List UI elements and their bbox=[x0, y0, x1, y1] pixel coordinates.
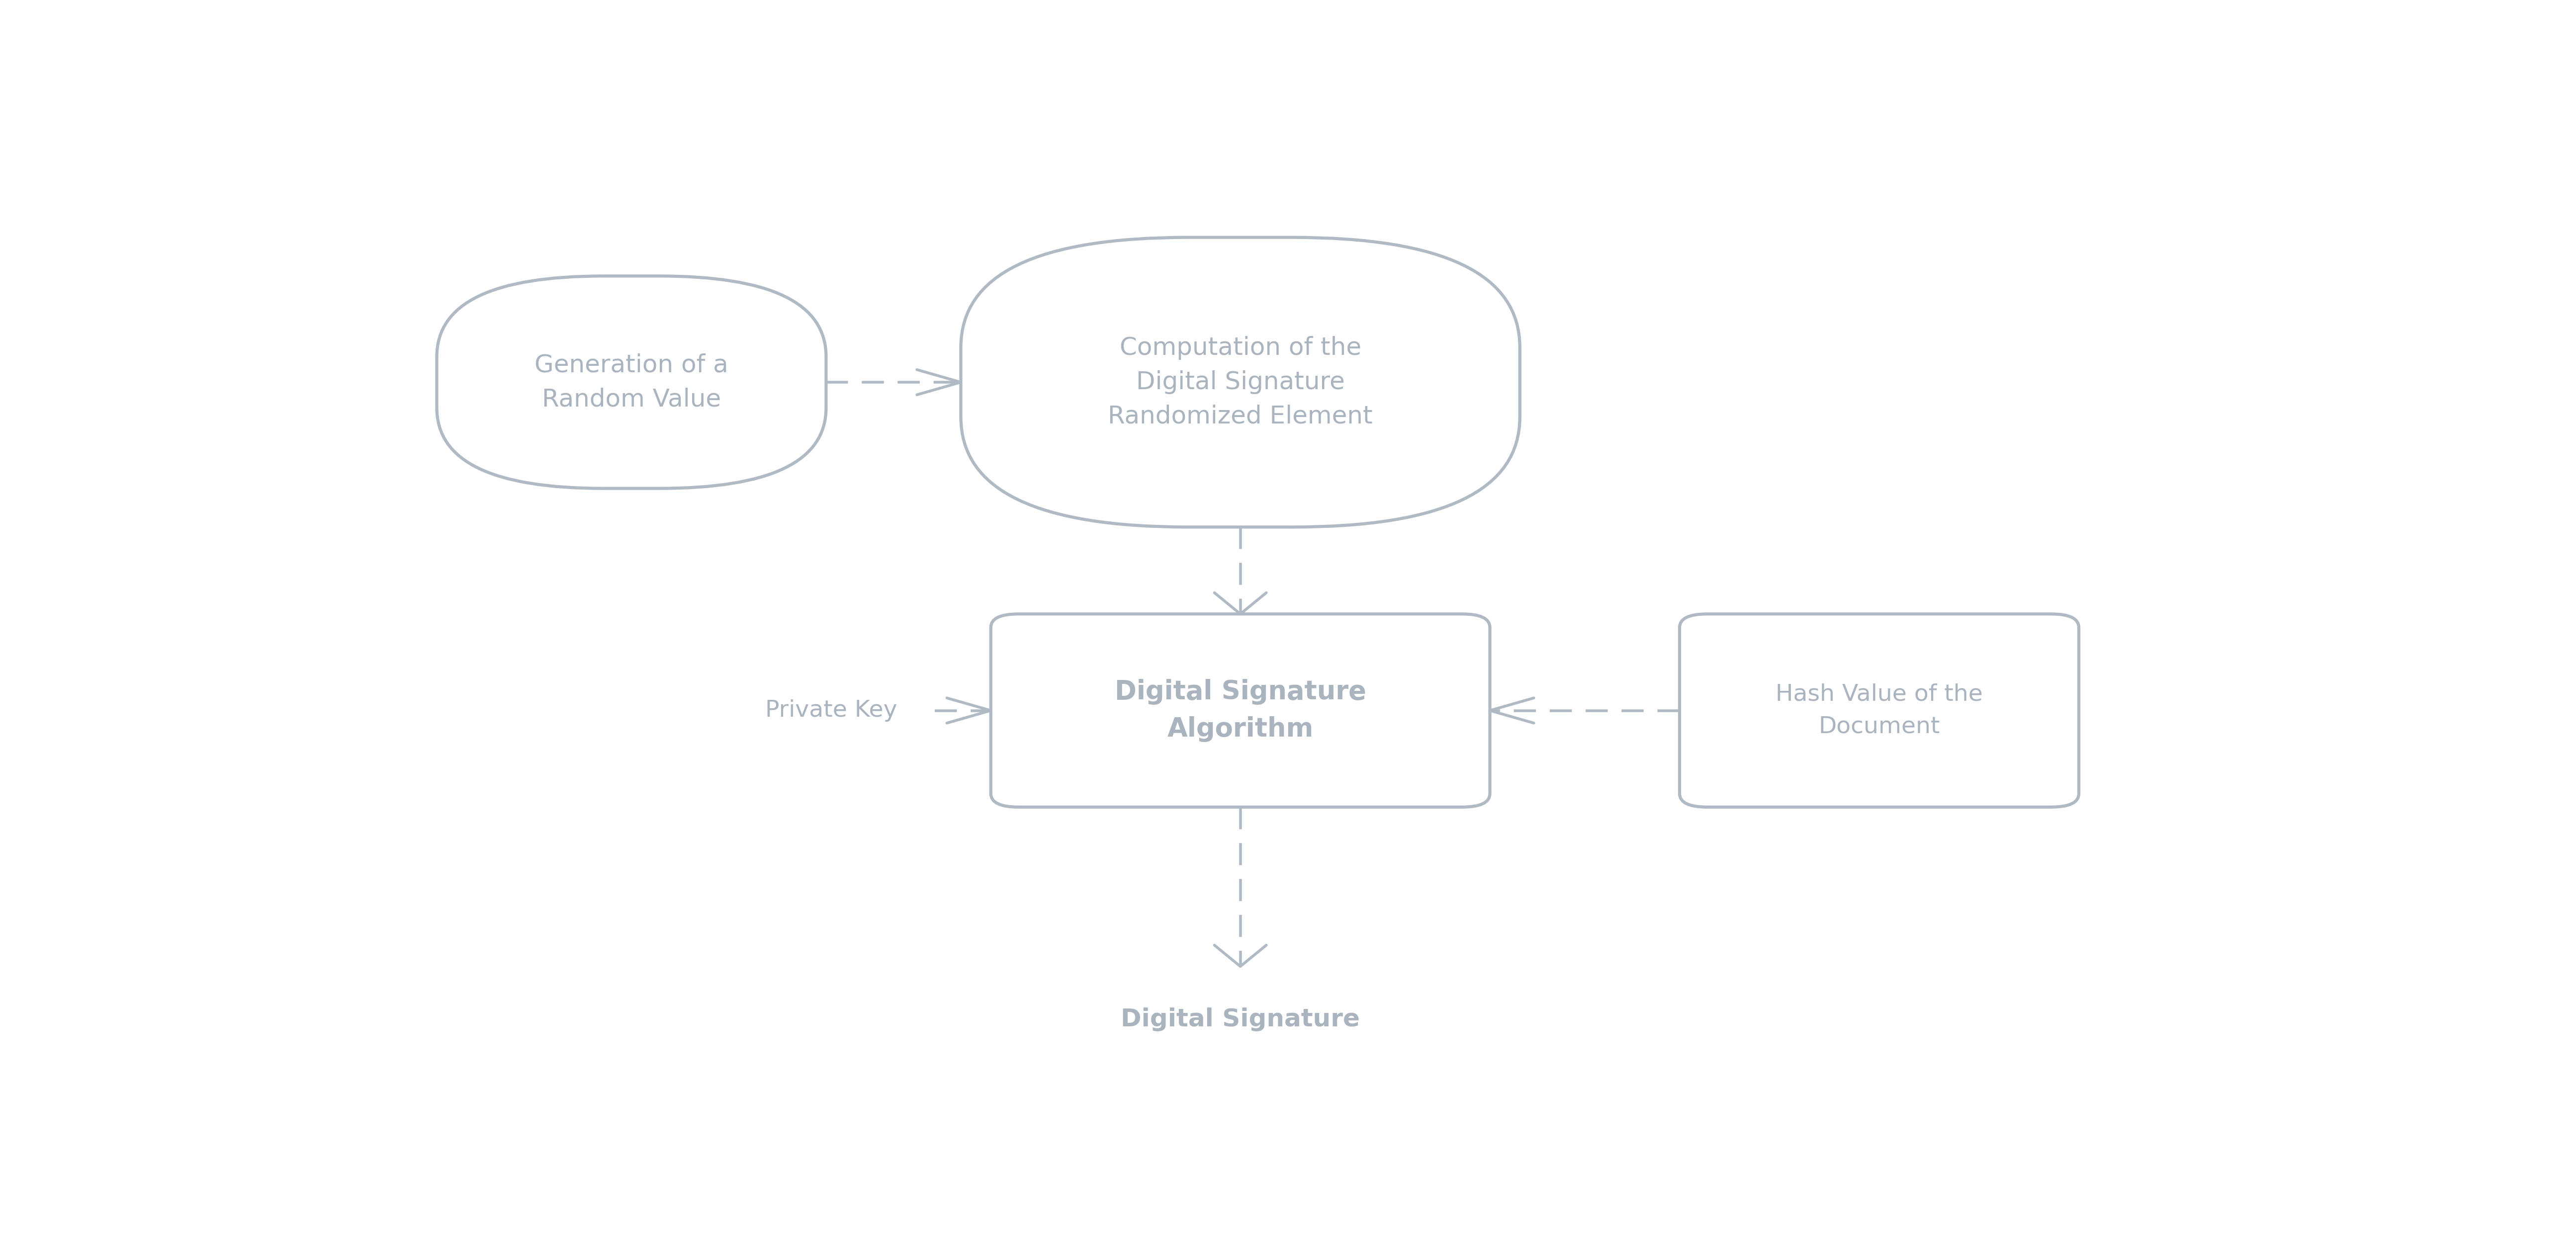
FancyBboxPatch shape bbox=[1680, 614, 2079, 808]
Text: Hash Value of the
Document: Hash Value of the Document bbox=[1775, 683, 1984, 737]
Text: Digital Signature: Digital Signature bbox=[1121, 1007, 1360, 1032]
Text: Digital Signature
Algorithm: Digital Signature Algorithm bbox=[1115, 680, 1365, 742]
FancyBboxPatch shape bbox=[961, 237, 1520, 527]
Text: Computation of the
Digital Signature
Randomized Element: Computation of the Digital Signature Ran… bbox=[1108, 336, 1373, 429]
Text: Private Key: Private Key bbox=[765, 700, 896, 722]
FancyBboxPatch shape bbox=[992, 614, 1489, 808]
Text: Generation of a
Random Value: Generation of a Random Value bbox=[536, 354, 729, 411]
FancyBboxPatch shape bbox=[438, 276, 827, 488]
